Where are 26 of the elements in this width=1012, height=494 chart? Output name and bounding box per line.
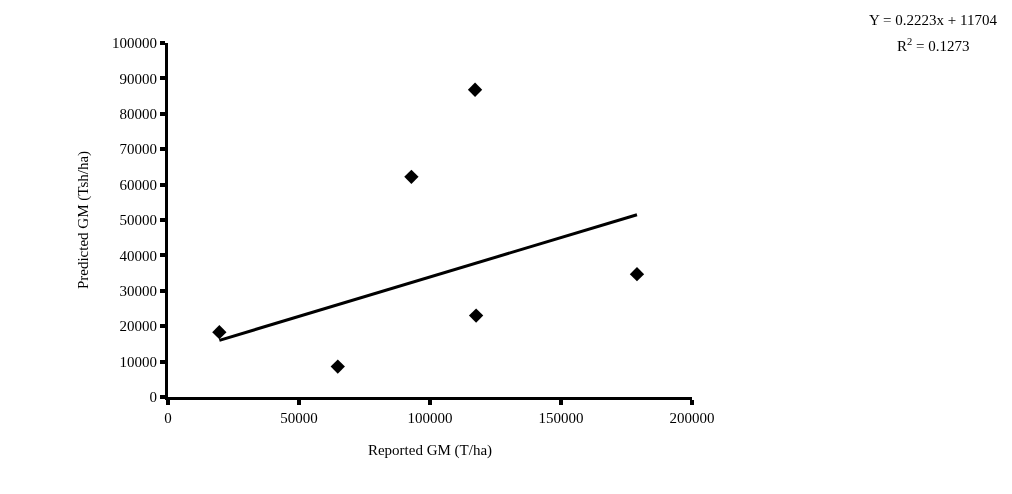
text: Y = 0.2223x + 11704 xyxy=(869,12,998,28)
y-tick-label: 0 xyxy=(149,389,157,406)
point xyxy=(467,82,483,97)
y-tick-label: 50000 xyxy=(119,212,157,229)
text: R$^{2}$ = 0.1273 xyxy=(897,36,970,55)
point xyxy=(212,325,227,340)
x-tick-label: 50000 xyxy=(280,410,318,426)
y-tick-label: 70000 xyxy=(119,141,157,158)
y-tick-label: 40000 xyxy=(119,247,157,264)
x-tick-label: 100000 xyxy=(407,410,453,426)
x-tick-label: 200000 xyxy=(669,410,715,426)
x-tick-label: 0 xyxy=(164,410,172,426)
point xyxy=(629,267,645,282)
y-tick-label: 30000 xyxy=(119,283,157,300)
y-tick-label: 100000 xyxy=(112,35,157,52)
y-tick-label: 80000 xyxy=(119,106,157,123)
point xyxy=(468,308,484,323)
y-tick-label: 10000 xyxy=(119,353,157,370)
y-tick-label: 90000 xyxy=(119,70,157,87)
point xyxy=(330,359,345,374)
point xyxy=(404,169,419,184)
y-axis-title: Predicted GM (Tsh/ha) xyxy=(75,150,93,290)
y-tick-label: 20000 xyxy=(119,318,157,335)
x-axis-title: Reported GM (T/ha) xyxy=(367,442,493,459)
x-tick-label: 150000 xyxy=(538,410,584,426)
y-tick-label: 60000 xyxy=(119,176,157,193)
